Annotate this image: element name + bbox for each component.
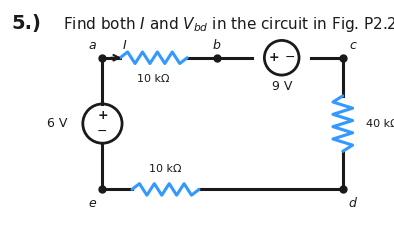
Text: e: e (89, 197, 97, 210)
Text: Find both $I$ and $V_{bd}$ in the circuit in Fig. P2.24.: Find both $I$ and $V_{bd}$ in the circui… (63, 15, 394, 34)
Text: d: d (349, 197, 357, 210)
Text: +: + (97, 109, 108, 122)
Text: I: I (122, 39, 126, 52)
Text: 9 V: 9 V (271, 80, 292, 93)
Text: +: + (269, 51, 279, 64)
Text: a: a (89, 39, 97, 52)
Text: −: − (97, 125, 108, 138)
Text: c: c (349, 39, 356, 52)
Text: b: b (213, 39, 221, 52)
Text: 10 kΩ: 10 kΩ (138, 73, 170, 84)
Text: 10 kΩ: 10 kΩ (149, 164, 182, 174)
Text: 40 kΩ: 40 kΩ (366, 119, 394, 129)
Text: 6 V: 6 V (46, 117, 67, 130)
Text: 5.): 5.) (12, 14, 42, 33)
Text: −: − (284, 51, 295, 64)
